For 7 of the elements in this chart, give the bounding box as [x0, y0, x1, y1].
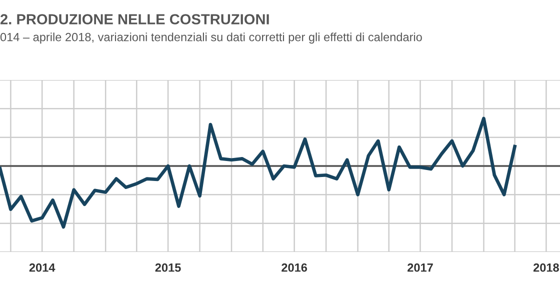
- x-tick-label: 2015: [155, 263, 181, 272]
- x-tick-label: 2016: [282, 263, 308, 272]
- x-tick-label: 2017: [408, 263, 433, 272]
- x-tick-label: 2014: [29, 263, 56, 272]
- chart-subtitle: 014 – aprile 2018, variazioni tendenziali su dati corretti per gli effetti di calendario: [0, 32, 422, 44]
- chart-title: 2. PRODUZIONE NELLE COSTRUZIONI: [0, 14, 269, 24]
- x-tick-label: 2018: [533, 263, 559, 272]
